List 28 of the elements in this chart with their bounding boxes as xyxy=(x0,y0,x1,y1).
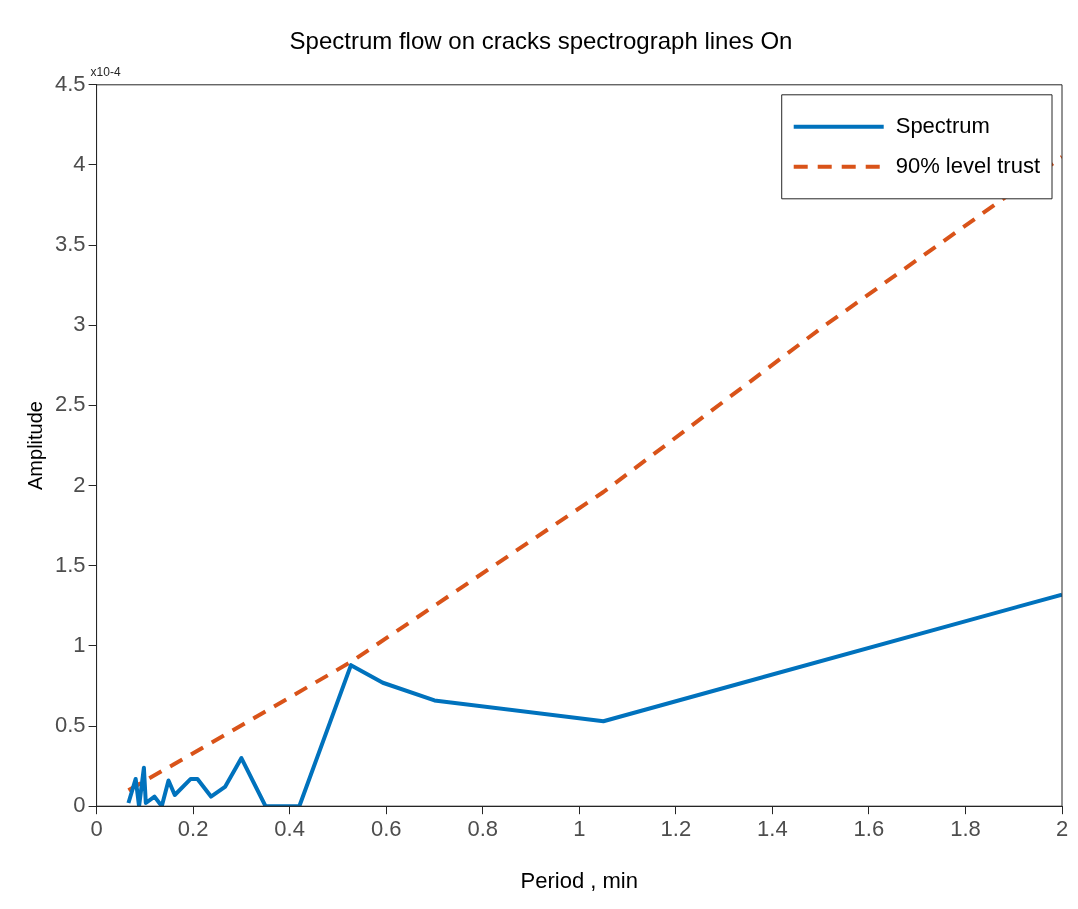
x-tick-label: 0.8 xyxy=(467,816,499,842)
y-tick-label: 3 xyxy=(73,311,86,337)
y-tick-label: 2.5 xyxy=(54,391,86,417)
x-axis-title: Period , min xyxy=(520,867,638,893)
legend-label: 90% level trust xyxy=(895,152,1041,178)
y-tick-label: 4 xyxy=(73,151,86,177)
x-tick-label: 0.6 xyxy=(370,816,402,842)
line-series xyxy=(126,154,1062,793)
y-tick-label: 0 xyxy=(73,792,86,818)
x-tick-label: 0 xyxy=(90,816,103,842)
text: x10-4 xyxy=(90,65,121,80)
y-tick-label: 2 xyxy=(73,471,86,497)
y-tick-label: 1.5 xyxy=(54,551,86,577)
x-tick-label: 1.6 xyxy=(853,816,885,842)
x-tick-label: 0.4 xyxy=(274,816,305,842)
x-tick-label: 0.2 xyxy=(177,816,209,842)
x-tick-label: 1.8 xyxy=(950,816,981,842)
y-tick-label: 4.5 xyxy=(54,70,86,96)
chart-title: Spectrum flow on cracks spectrograph lines On xyxy=(289,27,793,55)
y-tick-label: 3.5 xyxy=(54,231,86,257)
x-tick-label: 1.2 xyxy=(660,816,692,842)
x-tick-label: 1.4 xyxy=(757,816,788,842)
x-tick-label: 2 xyxy=(1055,816,1069,842)
y-tick-label: 0.5 xyxy=(54,712,86,738)
y-tick-label: 1 xyxy=(73,631,86,657)
x-tick-label: 1 xyxy=(573,816,586,842)
legend-label: Spectrum xyxy=(895,112,990,138)
y-axis-title: Amplitude xyxy=(23,401,46,490)
